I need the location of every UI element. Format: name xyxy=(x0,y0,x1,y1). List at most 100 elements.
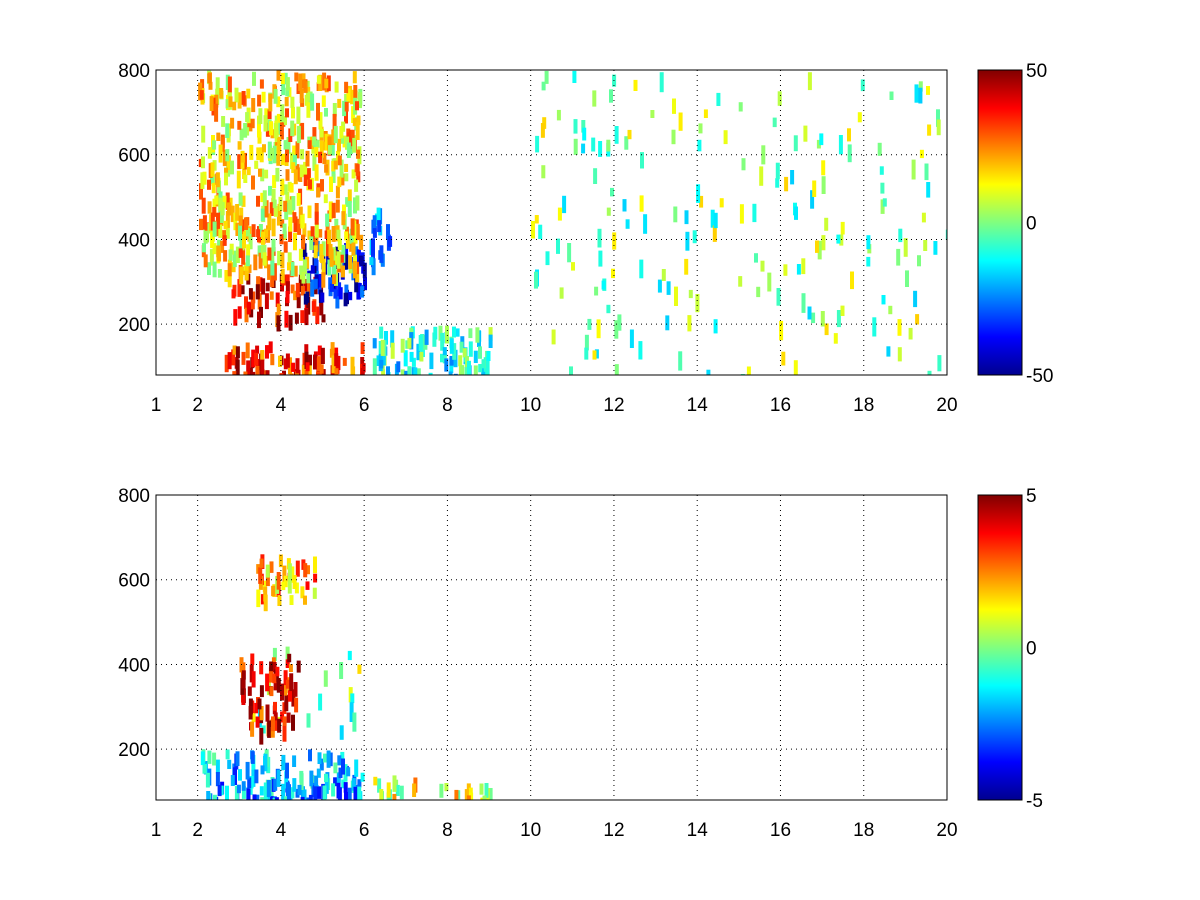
heatmap-cell xyxy=(281,783,286,800)
heatmap-cell xyxy=(224,270,229,282)
heatmap-cell xyxy=(232,345,237,355)
heatmap-cell xyxy=(343,782,348,793)
heatmap-cell xyxy=(923,240,928,251)
heatmap-cell xyxy=(300,586,305,599)
heatmap-cell xyxy=(320,255,325,264)
heatmap-cell xyxy=(609,89,613,103)
heatmap-cell xyxy=(245,112,250,122)
heatmap-cell xyxy=(319,300,324,316)
heatmap-cell xyxy=(335,296,340,309)
heatmap-cell xyxy=(347,189,352,203)
heatmap-cell xyxy=(746,366,751,375)
heatmap-cell xyxy=(598,141,603,157)
heatmap-cell xyxy=(272,145,277,164)
heatmap-cell xyxy=(282,223,287,239)
heatmap-cell xyxy=(310,279,315,297)
heatmap-cell xyxy=(254,160,259,169)
heatmap-cell xyxy=(541,81,546,91)
heatmap-cell xyxy=(319,758,324,771)
heatmap-cell xyxy=(384,331,388,345)
heatmap-cell xyxy=(936,109,940,127)
heatmap-cell xyxy=(937,355,942,372)
heatmap-cell xyxy=(697,139,702,152)
heatmap-cell xyxy=(305,91,310,101)
heatmap-cell xyxy=(833,333,838,344)
heatmap-cell xyxy=(202,215,207,230)
heatmap-cell xyxy=(323,194,328,204)
heatmap-cell xyxy=(331,202,336,219)
heatmap-cell xyxy=(824,323,829,336)
heatmap-cell xyxy=(290,261,295,276)
heatmap-cell xyxy=(478,364,483,373)
heatmap-cell xyxy=(557,207,562,221)
heatmap-cell xyxy=(692,230,697,244)
heatmap-cell xyxy=(351,169,356,179)
heatmap-cell xyxy=(247,264,252,273)
heatmap-cell xyxy=(290,787,295,799)
heatmap-cell xyxy=(338,287,343,300)
heatmap-cell xyxy=(235,359,240,375)
heatmap-cell xyxy=(424,329,429,345)
heatmap-cell xyxy=(346,142,351,158)
heatmap-cell xyxy=(551,329,556,345)
heatmap-cell xyxy=(205,772,210,788)
heatmap-cell xyxy=(246,244,251,258)
heatmap-cell xyxy=(225,192,230,210)
heatmap-cell xyxy=(356,171,361,183)
heatmap-cell xyxy=(227,76,232,94)
heatmap-cell xyxy=(371,258,376,276)
heatmap-cell xyxy=(888,305,893,315)
heatmap-cell xyxy=(344,81,349,94)
x-tick-label: 8 xyxy=(442,820,453,841)
heatmap-cell xyxy=(801,293,806,313)
heatmap-cell xyxy=(251,291,256,304)
heatmap-cell xyxy=(400,369,405,375)
heatmap-cell xyxy=(321,95,326,107)
heatmap-cell xyxy=(241,248,246,265)
heatmap-cell xyxy=(316,768,321,778)
heatmap-cell xyxy=(283,575,288,588)
heatmap-cell xyxy=(295,358,300,374)
heatmap-cell xyxy=(215,172,220,188)
heatmap-cell xyxy=(353,197,357,214)
heatmap-cell xyxy=(268,93,273,112)
heatmap-cell xyxy=(287,784,291,800)
heatmap-cell xyxy=(304,344,309,357)
heatmap-cell xyxy=(280,268,285,284)
heatmap-cell xyxy=(336,355,341,371)
heatmap-cell xyxy=(333,289,338,299)
heatmap-cell xyxy=(242,165,247,179)
heatmap-cell xyxy=(272,797,277,800)
heatmap-cell xyxy=(331,129,336,145)
heatmap-cell xyxy=(236,784,241,794)
colorbar-tick-label: 0 xyxy=(1026,639,1037,660)
heatmap-cell xyxy=(298,248,303,261)
heatmap-cell xyxy=(355,101,359,111)
heatmap-cell xyxy=(478,346,482,359)
heatmap-cell xyxy=(274,130,279,146)
heatmap-cell xyxy=(903,238,908,257)
heatmap-cell xyxy=(238,224,242,241)
heatmap-cell xyxy=(224,354,229,373)
heatmap-cell xyxy=(258,224,263,238)
heatmap-cell xyxy=(284,796,289,800)
heatmap-cell xyxy=(333,125,338,144)
heatmap-cell xyxy=(381,369,386,375)
heatmap-cell xyxy=(610,187,614,197)
heatmap-cell xyxy=(285,762,289,779)
heatmap-cell xyxy=(337,238,342,251)
heatmap-cell xyxy=(347,650,352,661)
heatmap-cell xyxy=(355,122,360,140)
heatmap-cell xyxy=(706,369,711,375)
heatmap-cell xyxy=(233,212,238,231)
heatmap-cell xyxy=(372,215,377,229)
heatmap-cell xyxy=(793,135,798,152)
heatmap-cell xyxy=(268,185,272,196)
heatmap-cell xyxy=(488,788,493,800)
heatmap-cell xyxy=(857,112,862,123)
heatmap-cell xyxy=(268,341,273,354)
heatmap-cell xyxy=(199,90,204,100)
heatmap-cell xyxy=(819,133,824,146)
heatmap-cell xyxy=(255,345,260,354)
